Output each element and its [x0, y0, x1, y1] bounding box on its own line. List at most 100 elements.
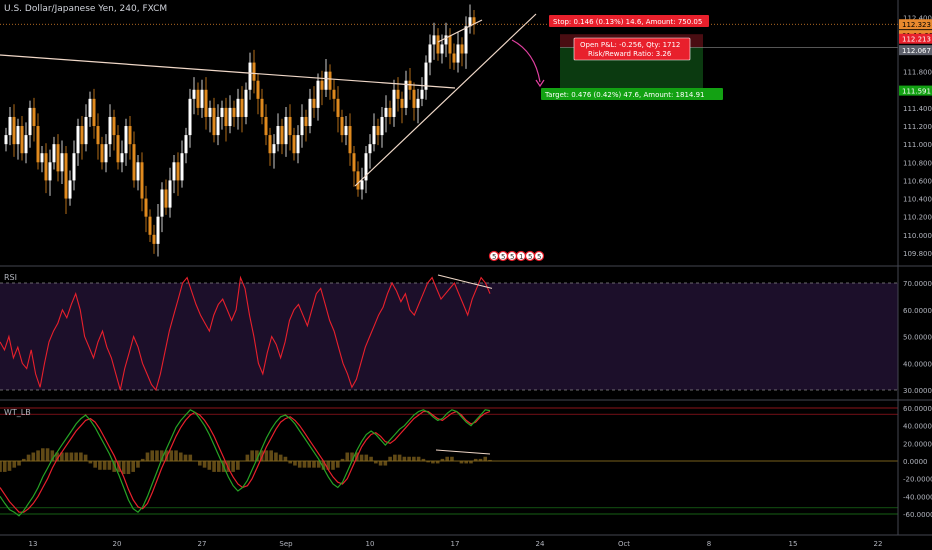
candle-body — [320, 80, 324, 90]
candle-body — [88, 98, 92, 117]
wt-hist-bar — [188, 454, 193, 462]
wt-hist-bar — [326, 461, 331, 470]
wt-hist-bar — [36, 450, 40, 462]
stop-label: Stop: 0.146 (0.13%) 14.6, Amount: 750.05 — [549, 15, 709, 27]
wt-hist-bar — [312, 461, 316, 468]
price-tag: 112.323 — [902, 21, 931, 29]
wt-hist-bar — [369, 456, 373, 462]
event-marker-text: 5 — [492, 253, 496, 261]
wt-divergence-line — [435, 449, 491, 455]
candle-body — [448, 35, 452, 54]
wt-hist-bar — [297, 461, 302, 468]
candle-body — [292, 135, 296, 154]
candle-body — [340, 116, 344, 136]
candle-body — [472, 17, 476, 25]
candle-body — [200, 89, 204, 108]
candle-body — [92, 98, 96, 127]
candle-body — [468, 17, 472, 27]
candle-body — [420, 89, 424, 99]
candle-body — [372, 126, 376, 145]
candle-body — [188, 98, 192, 136]
target-label: Target: 0.476 (0.42%) 47.6, Amount: 1814… — [541, 88, 723, 100]
wt-hist-bar — [307, 461, 312, 468]
price-tick: 110.600 — [903, 177, 932, 185]
wt-hist-bar — [131, 461, 136, 472]
candle-body — [276, 126, 280, 145]
candle-body — [296, 135, 300, 154]
candle-body — [116, 135, 120, 163]
wt-tick: 60.0000 — [903, 405, 932, 413]
wt-hist-bar — [269, 450, 273, 462]
wt-hist-bar — [2, 461, 7, 472]
candle-body — [172, 162, 176, 181]
wt-hist-bar — [388, 456, 392, 462]
candle-body — [52, 144, 56, 163]
price-tick: 111.000 — [903, 141, 932, 149]
time-tick: 8 — [707, 540, 711, 548]
candle-body — [288, 116, 292, 136]
wt-tick: -60.0000 — [903, 511, 932, 519]
candle-body — [464, 26, 468, 54]
candle-body — [220, 107, 224, 117]
candle-body — [20, 126, 24, 154]
price-tag-bg — [899, 85, 932, 96]
wt-hist-bar — [198, 461, 202, 466]
candle-body — [268, 135, 272, 154]
candle-body — [64, 153, 68, 199]
wt-hist-bar — [469, 461, 473, 464]
wt-hist-bar — [212, 461, 216, 472]
wt-tick: -40.0000 — [903, 493, 932, 501]
time-tick: Oct — [618, 540, 630, 548]
candle-body — [396, 89, 400, 99]
wt-hist-bar — [121, 461, 126, 475]
wt-hist-bar — [407, 456, 411, 462]
candle-body — [324, 71, 328, 90]
candle-body — [244, 89, 248, 117]
candle-body — [140, 162, 144, 199]
candle-body — [308, 98, 312, 127]
wt-hist-bar — [283, 456, 288, 462]
wt-hist-bar — [259, 450, 264, 462]
wt-hist-bar — [426, 461, 430, 463]
wt-hist-bar — [231, 461, 235, 472]
candle-body — [136, 162, 140, 181]
wt-hist-bar — [473, 458, 478, 462]
wt-hist-bar — [445, 456, 449, 462]
candle-body — [228, 107, 232, 127]
wt-hist-bar — [331, 461, 335, 470]
wt-hist-bar — [483, 456, 488, 462]
wt-tick: 20.0000 — [903, 440, 932, 448]
drawings[interactable] — [0, 13, 545, 187]
candle-body — [196, 89, 200, 108]
candle-body — [132, 144, 136, 181]
candle-body — [156, 216, 160, 244]
wt-hist-bar — [12, 461, 17, 468]
wt-hist-bar — [402, 456, 407, 462]
rsi-line — [0, 275, 491, 392]
wt-hist-bar — [174, 450, 178, 462]
wt-hist-bar — [459, 461, 464, 464]
wt-hist-bar — [255, 450, 259, 462]
candle-body — [404, 80, 408, 108]
candle-body — [112, 116, 116, 136]
wt-hist-bar — [45, 448, 50, 462]
wt-hist-bar — [488, 459, 492, 462]
price-tag-bg — [899, 33, 932, 44]
wt-hist-bar — [274, 452, 278, 462]
candle-body — [428, 44, 432, 63]
wt-hist-bar — [435, 461, 440, 464]
candle-body — [128, 126, 132, 145]
candle-body — [232, 107, 236, 117]
event-marker — [533, 250, 545, 262]
arrow-head — [535, 79, 545, 88]
time-tick: Sep — [279, 540, 293, 548]
wt-hist-bar — [316, 461, 321, 468]
wt-hist-bar — [136, 461, 140, 468]
price-tag-bg — [899, 45, 932, 56]
candle-body — [380, 116, 384, 136]
candle-body — [304, 116, 308, 127]
wt-hist-bar — [31, 452, 36, 462]
candle-body — [400, 98, 404, 108]
